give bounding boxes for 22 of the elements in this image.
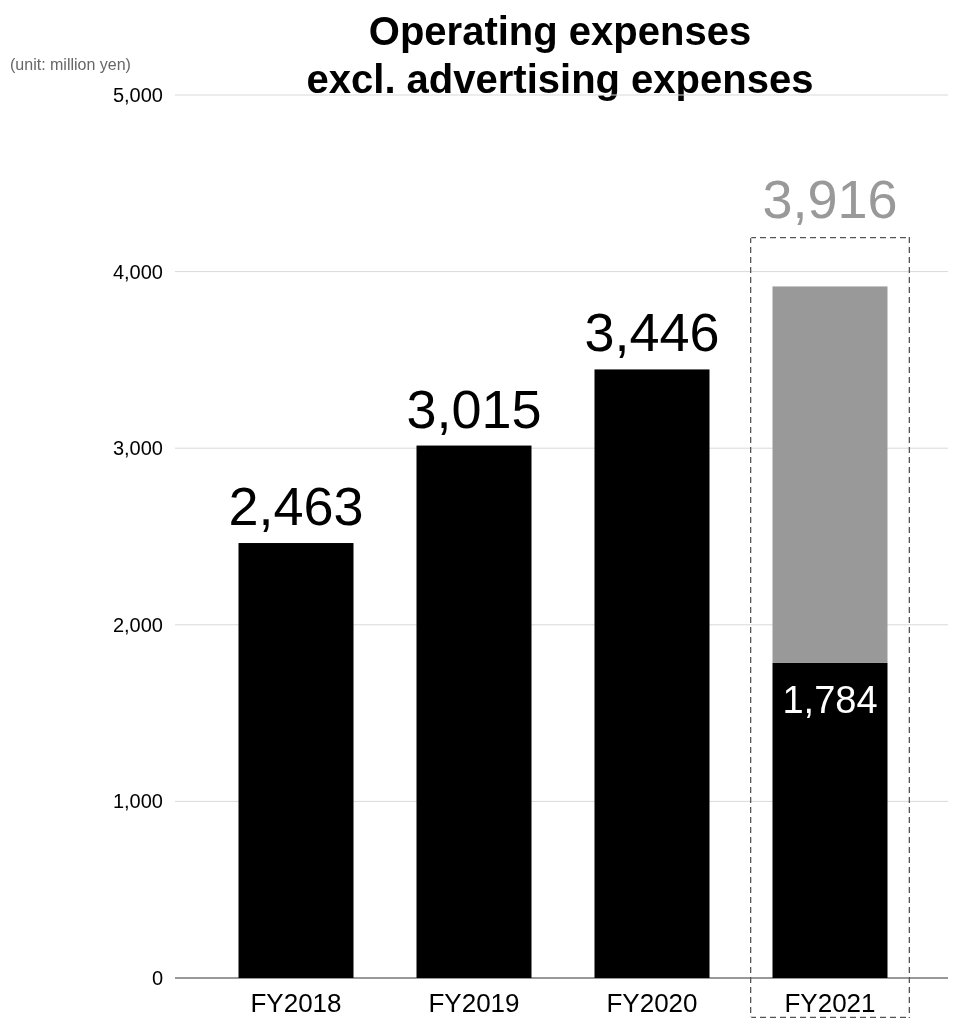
y-tick-label: 5,000 (112, 84, 163, 106)
bar (238, 543, 354, 978)
bar (416, 445, 532, 978)
total-label: 3,446 (584, 302, 720, 363)
x-tick-label: FY2018 (250, 988, 342, 1018)
y-tick-label: 0 (151, 967, 163, 989)
y-tick-label: 4,000 (112, 260, 163, 283)
y-tick-label: 3,000 (112, 437, 163, 460)
chart-title: Operating expenses excl. advertising expenses (306, 9, 814, 101)
bar (772, 286, 888, 663)
y-tick-label: 2,000 (112, 613, 163, 636)
data-label: 1,784 (782, 678, 878, 721)
bar (772, 662, 888, 978)
y-tick-label: 1,000 (112, 790, 163, 813)
x-tick-label: FY2021 (784, 988, 876, 1018)
x-tick-label: FY2020 (606, 988, 698, 1018)
total-label: 3,015 (406, 378, 542, 439)
bar (594, 369, 710, 978)
text: (unit: million yen) (10, 56, 131, 73)
x-tick-label: FY2019 (428, 988, 520, 1018)
total-label: 2,463 (228, 476, 364, 537)
total-label: 3,916 (762, 169, 898, 230)
